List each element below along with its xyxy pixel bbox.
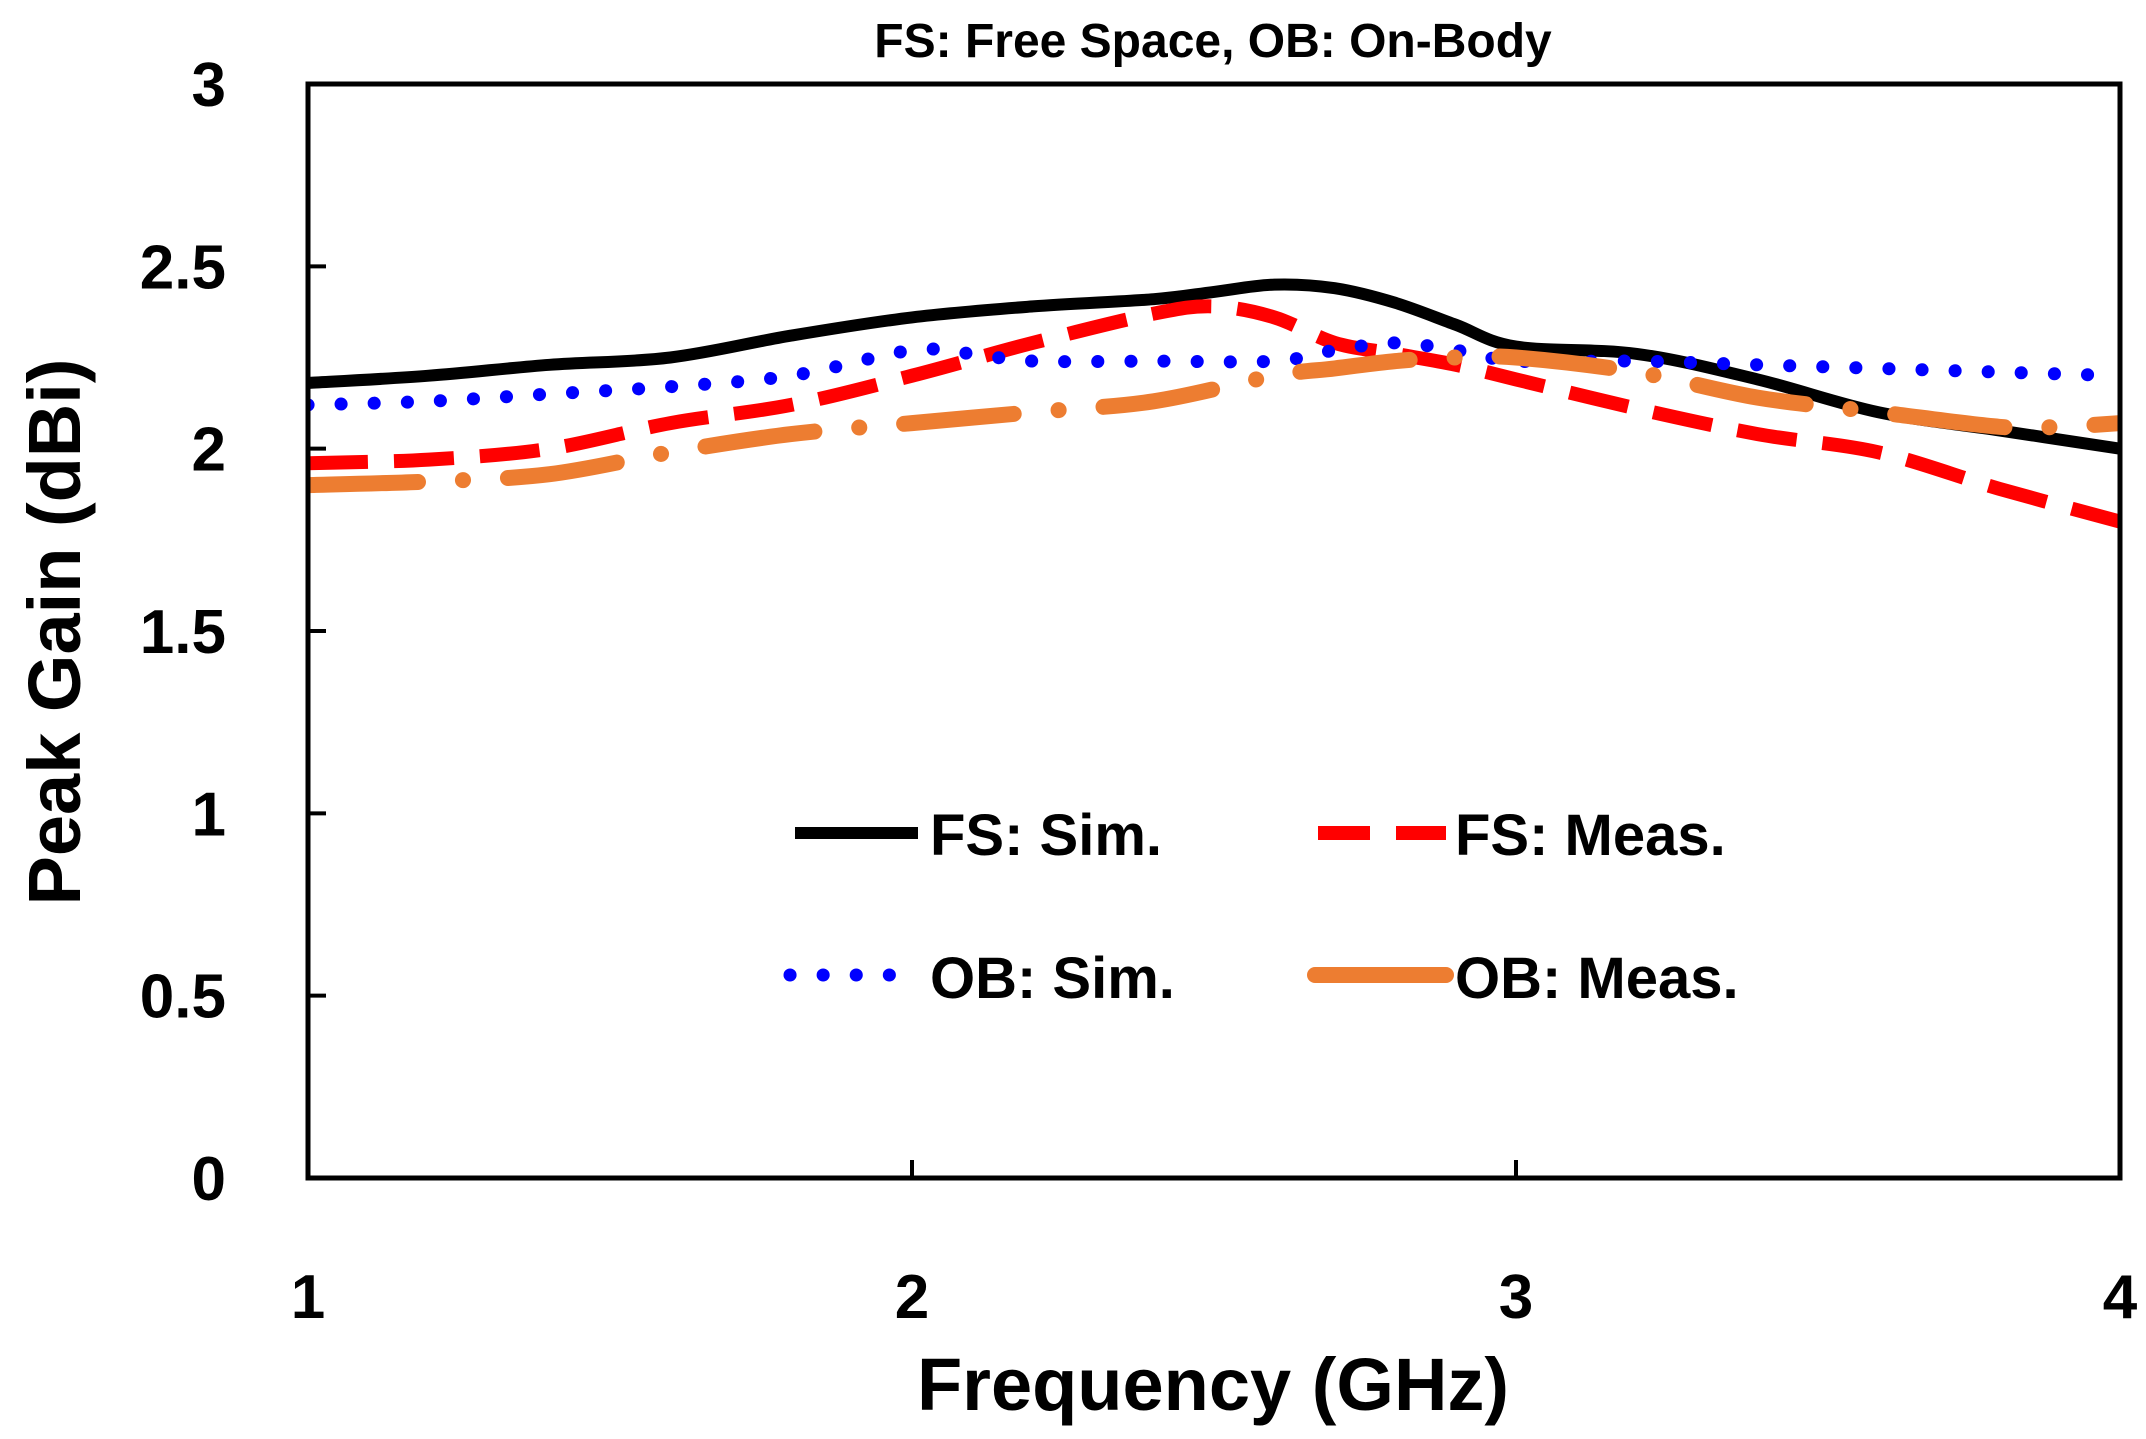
x-tick-label: 2 [895, 1263, 929, 1332]
y-tick-label: 3 [192, 51, 226, 120]
y-tick-label: 0 [192, 1145, 226, 1214]
x-tick-label: 4 [2103, 1263, 2138, 1332]
series-line-ob-meas [306, 348, 2120, 494]
y-tick-label: 2.5 [140, 233, 226, 302]
y-axis-title: Peak Gain (dBi) [13, 359, 96, 906]
legend-item-fs-sim: FS: Sim. [795, 803, 1162, 868]
y-tick-label: 1 [192, 780, 226, 849]
series-line-ob-sim [306, 336, 2120, 412]
legend: FS: Sim. FS: Meas. OB: Sim. OB: Meas. [783, 803, 1739, 1011]
tick-group: 1 2 3 4 0 0.5 1 1.5 2 2.5 3 [140, 51, 2138, 1332]
legend-item-ob-meas: OB: Meas. [1307, 946, 1739, 1011]
chart-title: FS: Free Space, OB: On-Body [874, 15, 1552, 68]
x-tick-label: 1 [291, 1263, 325, 1332]
series-group [306, 278, 2120, 529]
y-tick-label: 0.5 [140, 963, 226, 1032]
series-line-fs-sim [307, 278, 2120, 455]
plot-frame [305, 81, 2123, 1181]
legend-label: OB: Sim. [930, 946, 1175, 1011]
x-axis-title: Frequency (GHz) [917, 1343, 1509, 1426]
legend-item-ob-sim: OB: Sim. [783, 946, 1175, 1011]
legend-label: FS: Sim. [930, 803, 1162, 868]
series-line-fs-meas [307, 299, 2120, 529]
y-tick-label: 2 [192, 416, 226, 485]
legend-label: OB: Meas. [1455, 946, 1739, 1011]
legend-label: FS: Meas. [1455, 803, 1726, 868]
x-tick-label: 3 [1499, 1263, 1533, 1332]
legend-item-fs-meas: FS: Meas. [1318, 803, 1726, 868]
y-tick-label: 1.5 [140, 598, 226, 667]
